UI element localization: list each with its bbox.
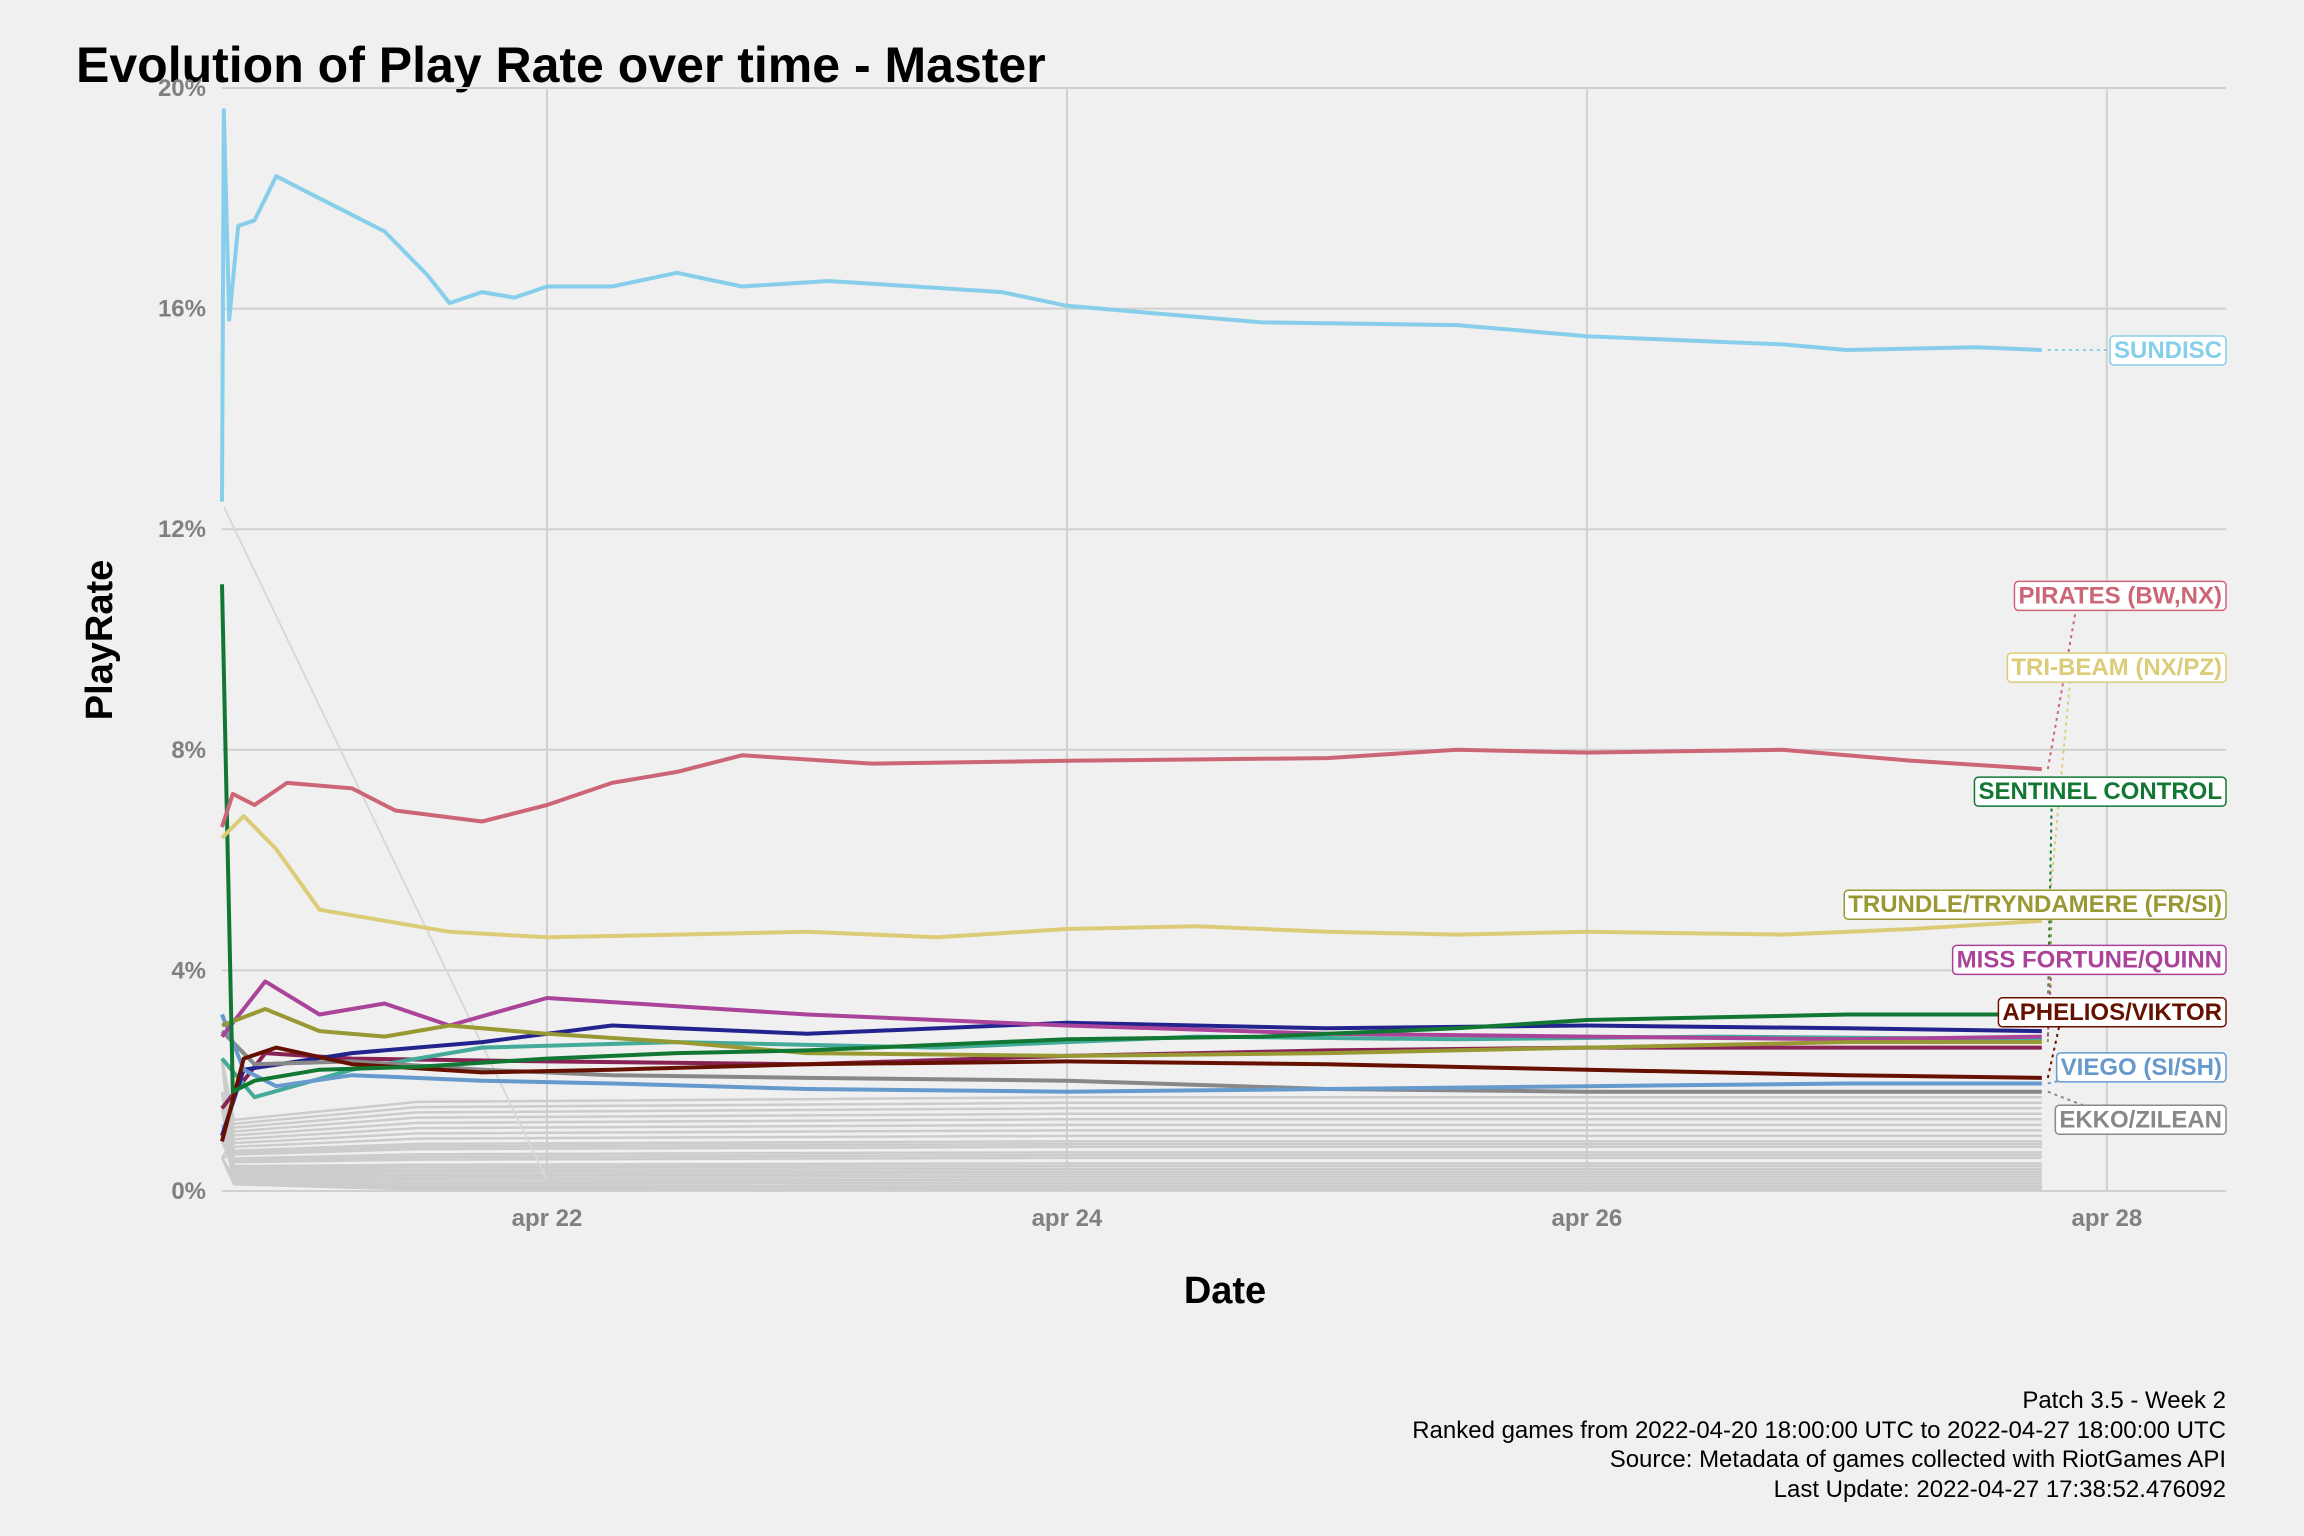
label-connector: [2046, 791, 2053, 1015]
y-tick-label: 4%: [171, 957, 206, 984]
caption-source: Source: Metadata of games collected with…: [1610, 1446, 2226, 1473]
series-label: EKKO/ZILEAN: [2059, 1106, 2222, 1133]
series-line: [220, 747, 2042, 828]
y-tick-label: 16%: [158, 296, 206, 323]
series-label-box: [1997, 997, 2227, 1028]
caption-patch: Patch 3.5 - Week 2: [2022, 1387, 2226, 1414]
background-series-line: [220, 1157, 2042, 1182]
series-lines: [220, 108, 2042, 1142]
series-line: [220, 108, 2042, 502]
series-label-box: [2109, 335, 2227, 366]
chart-title: Evolution of Play Rate over time - Maste…: [76, 37, 1046, 93]
series-line: [220, 979, 2042, 1042]
series-label: PIRATES (BW,NX): [2018, 582, 2222, 609]
series-label: VIEGO (SI/SH): [2061, 1054, 2222, 1081]
series-label: APHELIOS/VIKTOR: [2002, 999, 2222, 1026]
series-label-box: [2055, 1052, 2227, 1083]
series-labels: SUNDISC PIRATES (BW,NX) TRI-BEAM (NX/PZ) SE…: [1843, 335, 2227, 1136]
y-tick-label: 8%: [171, 737, 206, 764]
series-line: [220, 1013, 2042, 1094]
series-label: SENTINEL CONTROL: [1978, 778, 2222, 805]
series-line: [220, 1029, 2042, 1094]
caption-update: Last Update: 2022-04-27 17:38:52.476092: [1774, 1476, 2226, 1503]
series-label-box: [1973, 776, 2227, 807]
background-connector: [223, 506, 548, 1181]
series-label-box: [2054, 1104, 2227, 1136]
background-series-line: [220, 1108, 2042, 1189]
y-axis-title: PlayRate: [79, 560, 121, 721]
series-line: [220, 814, 2042, 940]
series-label: MISS FORTUNE/QUINN: [1957, 946, 2222, 973]
background-series-line: [220, 1157, 2042, 1191]
x-tick-label: apr 28: [2071, 1205, 2142, 1232]
x-tick-label: apr 26: [1552, 1205, 1623, 1232]
x-axis-title: Date: [1184, 1270, 1266, 1312]
series-label-box: [1843, 889, 2227, 920]
x-tick-label: apr 22: [512, 1205, 583, 1232]
series-line: [220, 1045, 2042, 1142]
series-label: TRI-BEAM (NX/PZ): [2011, 654, 2222, 681]
background-series-lines: [220, 506, 2042, 1191]
series-label-box: [2006, 652, 2227, 683]
series-label-box: [2013, 580, 2227, 612]
y-tick-label: 20%: [158, 75, 206, 102]
y-tick-label: 0%: [171, 1178, 206, 1205]
series-label-box: [1951, 944, 2227, 976]
label-connector: [2046, 595, 2080, 770]
series-label: SUNDISC: [2114, 337, 2222, 364]
series-line: [220, 1020, 2042, 1137]
x-tick-label: apr 24: [1032, 1205, 1103, 1232]
series-label: TRUNDLE/TRYNDAMERE (FR/SI): [1848, 891, 2222, 918]
x-axis-ticks: apr 22 apr 24 apr 26 apr 28: [512, 1205, 2143, 1232]
y-axis-ticks: 0% 4% 8% 12% 16% 20%: [158, 75, 206, 1205]
series-line: [220, 584, 2042, 1094]
caption-range: Ranked games from 2022-04-20 18:00:00 UT…: [1412, 1417, 2226, 1444]
y-tick-label: 12%: [158, 516, 206, 543]
series-line: [221, 1007, 2042, 1058]
